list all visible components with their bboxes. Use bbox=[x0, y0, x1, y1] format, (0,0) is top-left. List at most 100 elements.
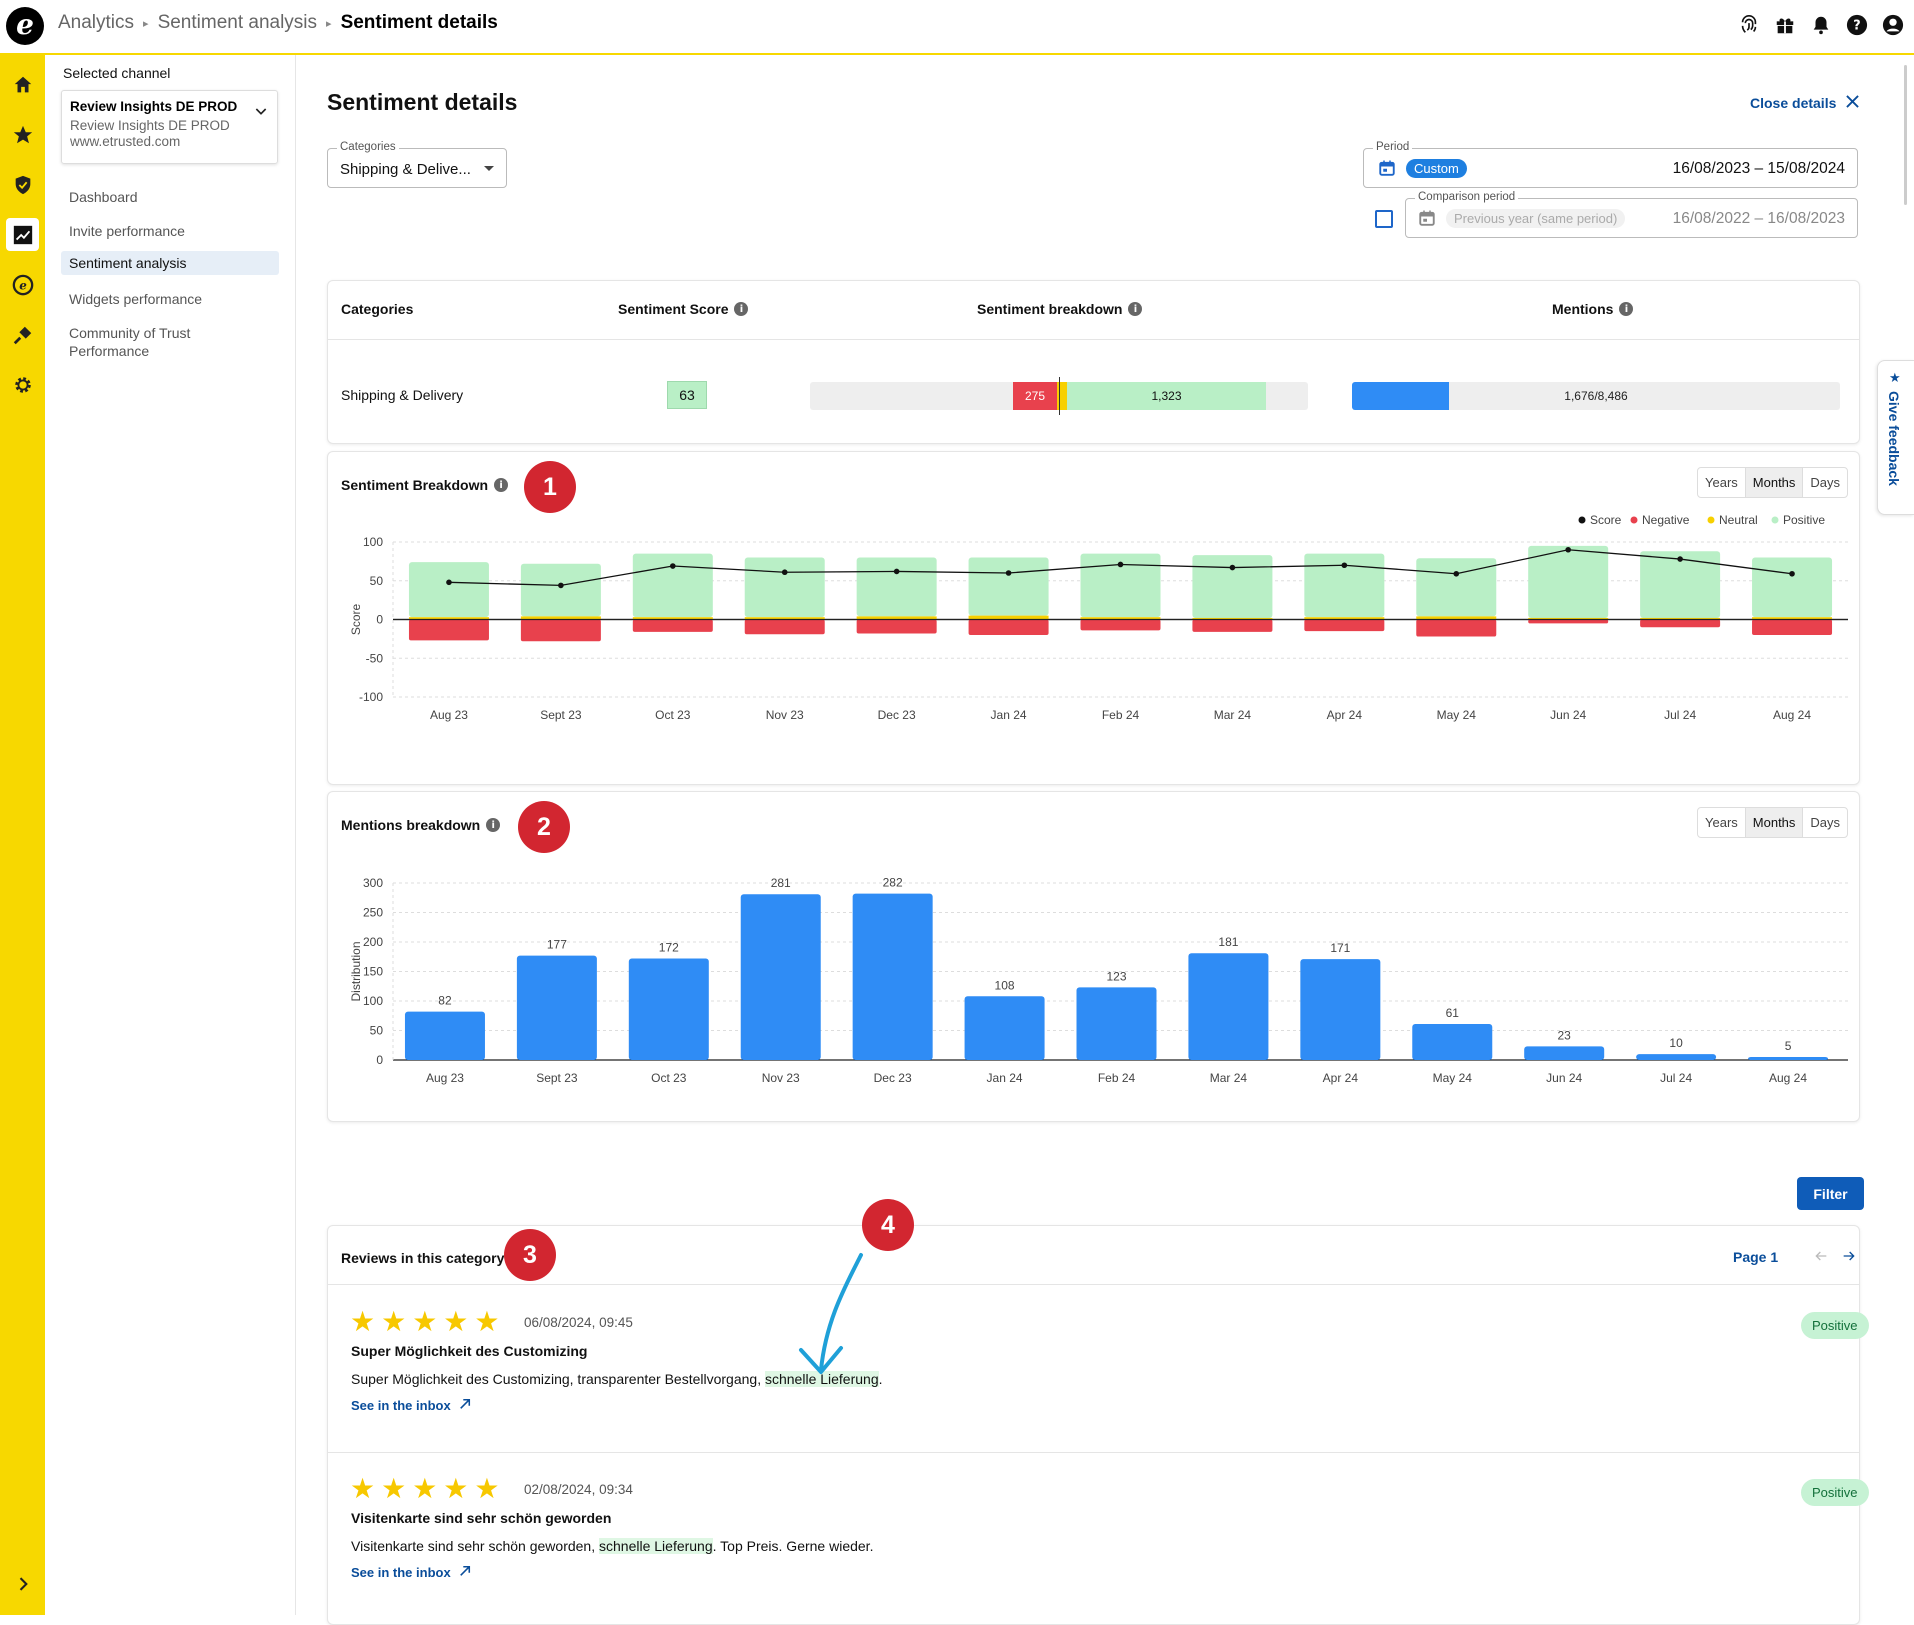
neutral-bar bbox=[1752, 617, 1833, 620]
comparison-checkbox[interactable] bbox=[1375, 210, 1393, 228]
breadcrumb-sentiment-analysis[interactable]: Sentiment analysis bbox=[157, 12, 318, 33]
zero-marker bbox=[1059, 377, 1060, 415]
shield-icon[interactable] bbox=[6, 168, 39, 201]
sidebar-item-dashboard[interactable]: Dashboard bbox=[69, 189, 138, 205]
gift-icon[interactable] bbox=[1772, 12, 1798, 38]
info-icon[interactable]: i bbox=[1128, 302, 1143, 316]
channel-url: www.etrusted.com bbox=[70, 134, 181, 149]
bar-value-label: 82 bbox=[438, 994, 452, 1008]
expand-chevron-icon[interactable] bbox=[6, 1567, 39, 1600]
gear-icon[interactable] bbox=[6, 368, 39, 401]
star-icon[interactable] bbox=[6, 118, 39, 151]
close-details-button[interactable]: Close details bbox=[1750, 95, 1860, 111]
toggle-days[interactable]: Days bbox=[1810, 815, 1841, 830]
score-point bbox=[1453, 570, 1460, 577]
y-tick-label: -100 bbox=[359, 690, 383, 704]
neutral-bar bbox=[1080, 617, 1161, 620]
see-in-inbox-link[interactable]: See in the inbox bbox=[351, 1565, 471, 1580]
help-icon[interactable]: ? bbox=[1844, 12, 1870, 38]
highlight-phrase: schnelle Lieferung bbox=[764, 1371, 879, 1387]
filter-button[interactable]: Filter bbox=[1797, 1177, 1864, 1210]
chevron-down-icon[interactable] bbox=[253, 103, 269, 124]
scrollbar[interactable] bbox=[1904, 65, 1907, 205]
y-tick-label: 300 bbox=[363, 876, 383, 890]
prev-page-arrow-icon[interactable] bbox=[1813, 1248, 1829, 1269]
legend-label: Neutral bbox=[1719, 513, 1758, 527]
bar-value-label: 123 bbox=[1106, 969, 1126, 983]
etrusted-logo[interactable]: e bbox=[6, 7, 44, 45]
breadcrumb: Analytics ▸ Sentiment analysis ▸ Sentime… bbox=[58, 12, 498, 34]
neutral-bar bbox=[856, 616, 937, 620]
sentiment-breakdown-title: Sentiment Breakdown i bbox=[341, 477, 509, 493]
etrusted-icon[interactable]: e bbox=[6, 268, 39, 301]
sidebar-item-widgets-performance[interactable]: Widgets performance bbox=[69, 291, 203, 307]
mentions-bar bbox=[1076, 987, 1157, 1060]
x-tick-label: Jan 24 bbox=[991, 708, 1027, 722]
breadcrumb-analytics[interactable]: Analytics bbox=[58, 12, 135, 33]
neutral-bar bbox=[1416, 616, 1497, 620]
give-feedback-tab[interactable]: ★ Give feedback bbox=[1877, 360, 1914, 515]
next-page-arrow-icon[interactable] bbox=[1841, 1248, 1857, 1269]
toggle-months[interactable]: Months bbox=[1745, 808, 1804, 837]
fingerprint-icon[interactable] bbox=[1736, 12, 1762, 38]
account-icon[interactable] bbox=[1880, 12, 1906, 38]
categories-dropdown[interactable]: Categories Shipping & Delive... bbox=[327, 141, 507, 188]
x-tick-label: Jul 24 bbox=[1664, 708, 1696, 722]
x-tick-label: Feb 24 bbox=[1102, 708, 1140, 722]
bar-value-label: 10 bbox=[1669, 1036, 1683, 1050]
header-sentiment-score: Sentiment Score i bbox=[618, 301, 749, 317]
home-icon[interactable] bbox=[6, 68, 39, 101]
x-tick-label: Jun 24 bbox=[1546, 1071, 1582, 1085]
divider bbox=[328, 1452, 1859, 1453]
mentions-bar bbox=[1636, 1054, 1717, 1060]
period-custom-chip[interactable]: Custom bbox=[1406, 159, 1467, 178]
toggle-years[interactable]: Years bbox=[1698, 808, 1746, 837]
x-tick-label: Jul 24 bbox=[1660, 1071, 1692, 1085]
bar-value-label: 5 bbox=[1785, 1039, 1792, 1053]
positive-bar bbox=[1640, 551, 1721, 618]
x-tick-label: Nov 23 bbox=[762, 1071, 800, 1085]
positive-bar bbox=[744, 557, 825, 618]
page-title: Sentiment details bbox=[327, 89, 518, 115]
chart-icon[interactable] bbox=[6, 218, 39, 251]
sidebar-item-invite-performance[interactable]: Invite performance bbox=[69, 223, 185, 239]
bell-icon[interactable] bbox=[1808, 12, 1834, 38]
legend-label: Score bbox=[1590, 513, 1622, 527]
bar-value-label: 281 bbox=[771, 876, 791, 890]
sidebar-item-community-of-trust-line2[interactable]: Performance bbox=[69, 343, 150, 359]
channel-name: Review Insights DE PROD bbox=[70, 99, 238, 114]
toggle-months[interactable]: Months bbox=[1745, 468, 1804, 497]
sidebar-item-community-of-trust[interactable]: Community of Trust bbox=[69, 325, 191, 341]
info-icon[interactable]: i bbox=[734, 302, 749, 316]
period-picker[interactable]: Period Custom 16/08/2023 – 15/08/2024 bbox=[1363, 141, 1858, 188]
main-content: Sentiment details Close details Categori… bbox=[296, 55, 1890, 1625]
channel-selector[interactable]: Review Insights DE PROD Review Insights … bbox=[61, 90, 278, 164]
positive-bar bbox=[632, 553, 713, 618]
see-in-inbox-link[interactable]: See in the inbox bbox=[351, 1398, 471, 1413]
toggle-days[interactable]: Days bbox=[1810, 475, 1841, 490]
y-tick-label: 50 bbox=[370, 1024, 384, 1038]
x-tick-label: May 24 bbox=[1437, 708, 1477, 722]
sidebar-item-sentiment-analysis[interactable]: Sentiment analysis bbox=[61, 251, 279, 275]
period-label: Period bbox=[1373, 141, 1413, 153]
bar-value-label: 23 bbox=[1558, 1028, 1572, 1042]
score-point bbox=[1229, 564, 1236, 571]
info-icon[interactable]: i bbox=[1619, 302, 1634, 316]
toggle-years[interactable]: Years bbox=[1698, 468, 1746, 497]
mentions-bar bbox=[1188, 953, 1269, 1060]
sentiment-badge: Positive bbox=[1801, 1312, 1869, 1339]
divider bbox=[328, 339, 1859, 340]
comparison-period-picker[interactable]: Comparison period Previous year (same pe… bbox=[1405, 191, 1858, 238]
review-text: Super Möglichkeit des Customizing, trans… bbox=[351, 1371, 883, 1387]
header-mentions: Mentions i bbox=[1552, 301, 1634, 317]
header-categories: Categories bbox=[341, 301, 414, 317]
info-icon[interactable]: i bbox=[486, 818, 501, 832]
mentions-fill bbox=[1352, 382, 1449, 410]
review-date: 06/08/2024, 09:45 bbox=[524, 1315, 633, 1330]
y-tick-label: 100 bbox=[363, 994, 383, 1008]
mentions-breakdown-card: Mentions breakdown i 2 Years Months Days … bbox=[327, 791, 1860, 1122]
calendar-icon bbox=[1378, 159, 1396, 182]
info-icon[interactable]: i bbox=[494, 478, 509, 492]
plug-icon[interactable] bbox=[6, 318, 39, 351]
time-granularity-toggle: Years Months Days bbox=[1697, 807, 1849, 838]
